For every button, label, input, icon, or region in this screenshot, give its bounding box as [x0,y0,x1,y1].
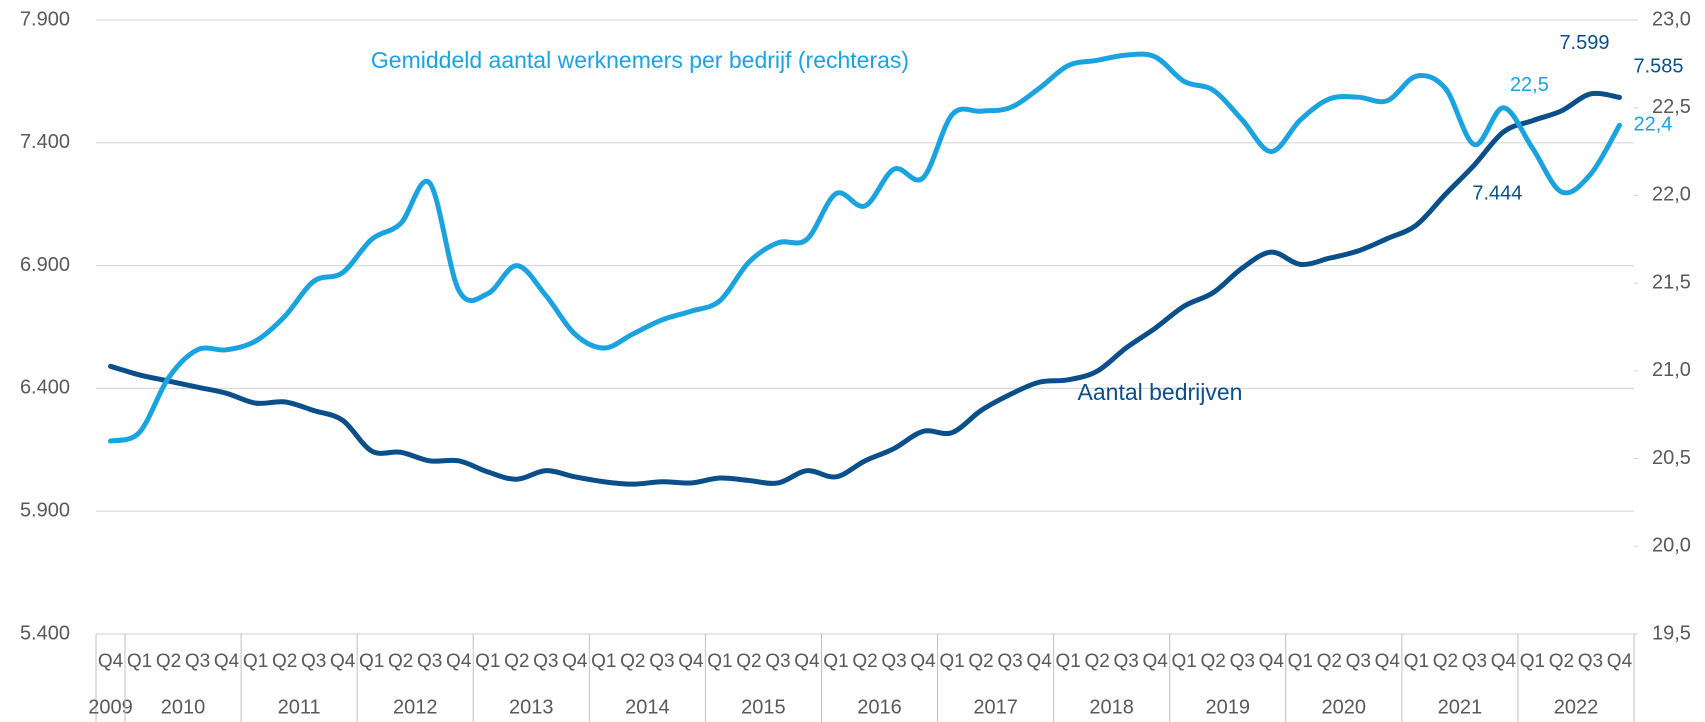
year-label: 2012 [393,696,438,718]
data-label: 7.599 [1559,32,1609,54]
x-tick-label: Q4 [910,651,936,672]
year-label: 2017 [973,696,1018,718]
y-tick-label: 7.900 [20,8,70,30]
x-tick-label: Q2 [1549,651,1574,672]
y-tick-label: 6.400 [20,377,70,399]
y-tick-label: 5.900 [20,499,70,521]
x-tick-label: Q3 [997,651,1022,672]
x-tick-label: Q1 [1172,651,1197,672]
x-tick-label: Q2 [968,651,993,672]
x-tick-label: Q3 [1113,651,1138,672]
year-label: 2022 [1554,696,1599,718]
x-tick-label: Q1 [591,651,616,672]
y-tick-label: 6.900 [20,254,70,276]
y-tick-label: 5.400 [20,622,70,644]
x-tick-label: Q3 [185,651,210,672]
x-tick-label: Q4 [1491,651,1517,672]
x-tick-label: Q4 [330,651,356,672]
y2-tick-label: 21,0 [1652,359,1691,381]
series-name: Gemiddeld aantal werknemers per bedrijf … [371,47,909,73]
x-tick-label: Q1 [1404,651,1429,672]
x-tick-label: Q2 [1201,651,1226,672]
y2-tick-label: 20,5 [1652,447,1691,469]
x-tick-label: Q1 [939,651,964,672]
x-tick-label: Q4 [1607,651,1633,672]
x-tick-label: Q2 [1317,651,1342,672]
year-label: 2016 [857,696,902,718]
x-tick-label: Q4 [678,651,704,672]
year-label: 2021 [1438,696,1483,718]
y-tick-label: 7.400 [20,131,70,153]
x-tick-label: Q1 [475,651,500,672]
year-label: 2010 [161,696,206,718]
data-label: 22,5 [1510,74,1549,96]
y2-tick-label: 19,5 [1652,622,1691,644]
year-label: 2013 [509,696,554,718]
x-tick-label: Q1 [707,651,732,672]
x-tick-label: Q1 [823,651,848,672]
x-tick-label: Q4 [1259,651,1285,672]
year-label: 2020 [1322,696,1367,718]
x-tick-label: Q1 [1055,651,1080,672]
y2-tick-label: 20,0 [1652,535,1691,557]
x-tick-label: Q4 [562,651,588,672]
year-label: 2018 [1089,696,1134,718]
x-tick-label: Q2 [388,651,413,672]
x-tick-label: Q4 [446,651,472,672]
data-label: 7.444 [1472,182,1522,204]
x-tick-label: Q1 [359,651,384,672]
x-tick-label: Q2 [272,651,297,672]
x-tick-label: Q1 [1520,651,1545,672]
year-label: 2015 [741,696,786,718]
x-tick-label: Q2 [156,651,181,672]
x-tick-label: Q1 [243,651,268,672]
year-label: 2009 [88,696,133,718]
x-tick-label: Q2 [1084,651,1109,672]
x-tick-label: Q4 [1143,651,1169,672]
x-tick-label: Q2 [736,651,761,672]
x-tick-label: Q3 [765,651,790,672]
x-tick-label: Q3 [533,651,558,672]
y2-tick-label: 22,0 [1652,184,1691,206]
year-label: 2014 [625,696,670,718]
x-tick-label: Q4 [794,651,820,672]
x-tick-label: Q2 [504,651,529,672]
y2-tick-label: 22,5 [1652,96,1691,118]
y2-tick-label: 21,5 [1652,271,1691,293]
x-tick-label: Q3 [301,651,326,672]
x-tick-label: Q3 [881,651,906,672]
series-name: Aantal bedrijven [1078,379,1243,405]
x-tick-label: Q1 [1288,651,1313,672]
x-tick-label: Q2 [852,651,877,672]
x-tick-label: Q3 [1462,651,1487,672]
x-tick-label: Q4 [98,651,124,672]
x-tick-label: Q3 [1578,651,1603,672]
x-tick-label: Q3 [1346,651,1371,672]
x-tick-label: Q1 [127,651,152,672]
year-label: 2019 [1205,696,1250,718]
x-tick-label: Q4 [1375,651,1401,672]
x-tick-label: Q3 [649,651,674,672]
y2-tick-label: 23,0 [1652,8,1691,30]
x-tick-label: Q3 [1230,651,1255,672]
x-tick-label: Q4 [1026,651,1052,672]
year-label: 2011 [278,696,321,718]
data-label: 22,4 [1633,114,1672,136]
series-line [108,51,1622,444]
data-label: 7.585 [1633,56,1683,78]
x-tick-label: Q3 [417,651,442,672]
series-line [108,90,1622,487]
x-tick-label: Q2 [620,651,645,672]
x-tick-label: Q2 [1433,651,1458,672]
x-tick-label: Q4 [214,651,240,672]
